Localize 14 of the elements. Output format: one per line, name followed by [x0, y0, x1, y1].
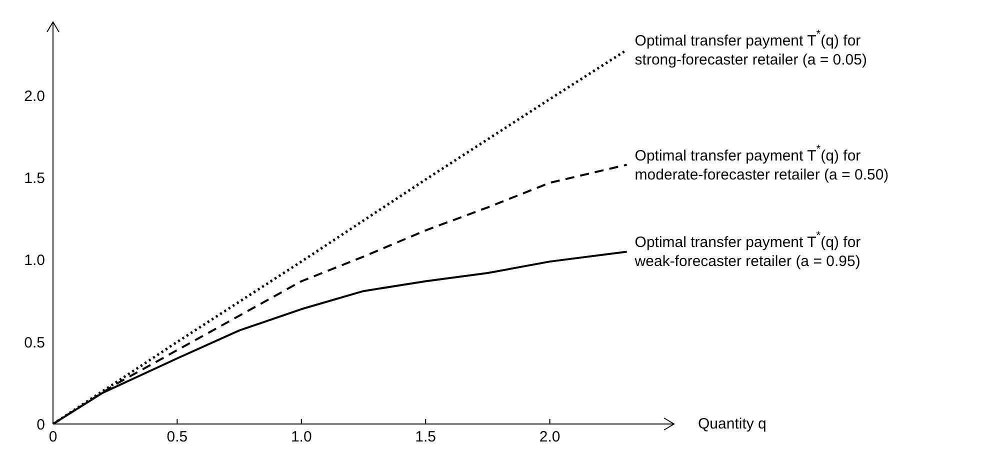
y-tick-label: 1.0 — [24, 252, 45, 270]
x-tick-label: 1.0 — [290, 428, 312, 446]
y-tick-label: 2.0 — [24, 88, 45, 106]
series-label: Optimal transfer payment T$^{*}$(q) for strong-forecaster retailer (a = 0.05) — [634, 28, 867, 68]
y-tick-label: 0 — [36, 416, 45, 434]
series-label: Optimal transfer payment T$^{*}$(q) for moderate-forecaster retailer (a = 0.50) — [634, 143, 889, 183]
x-axis-title: Quantity q — [698, 416, 766, 432]
y-tick-label: 1.5 — [24, 170, 45, 188]
x-tick-label: 0 — [48, 428, 58, 446]
x-tick-label: 2.0 — [539, 428, 560, 446]
series-label: Optimal transfer payment T$^{*}$(q) for weak-forecaster retailer (a = 0.95) — [634, 230, 861, 270]
x-tick-label: 1.5 — [415, 428, 436, 446]
x-tick-label: 0.5 — [166, 428, 188, 446]
y-tick-label: 0.5 — [24, 334, 45, 352]
